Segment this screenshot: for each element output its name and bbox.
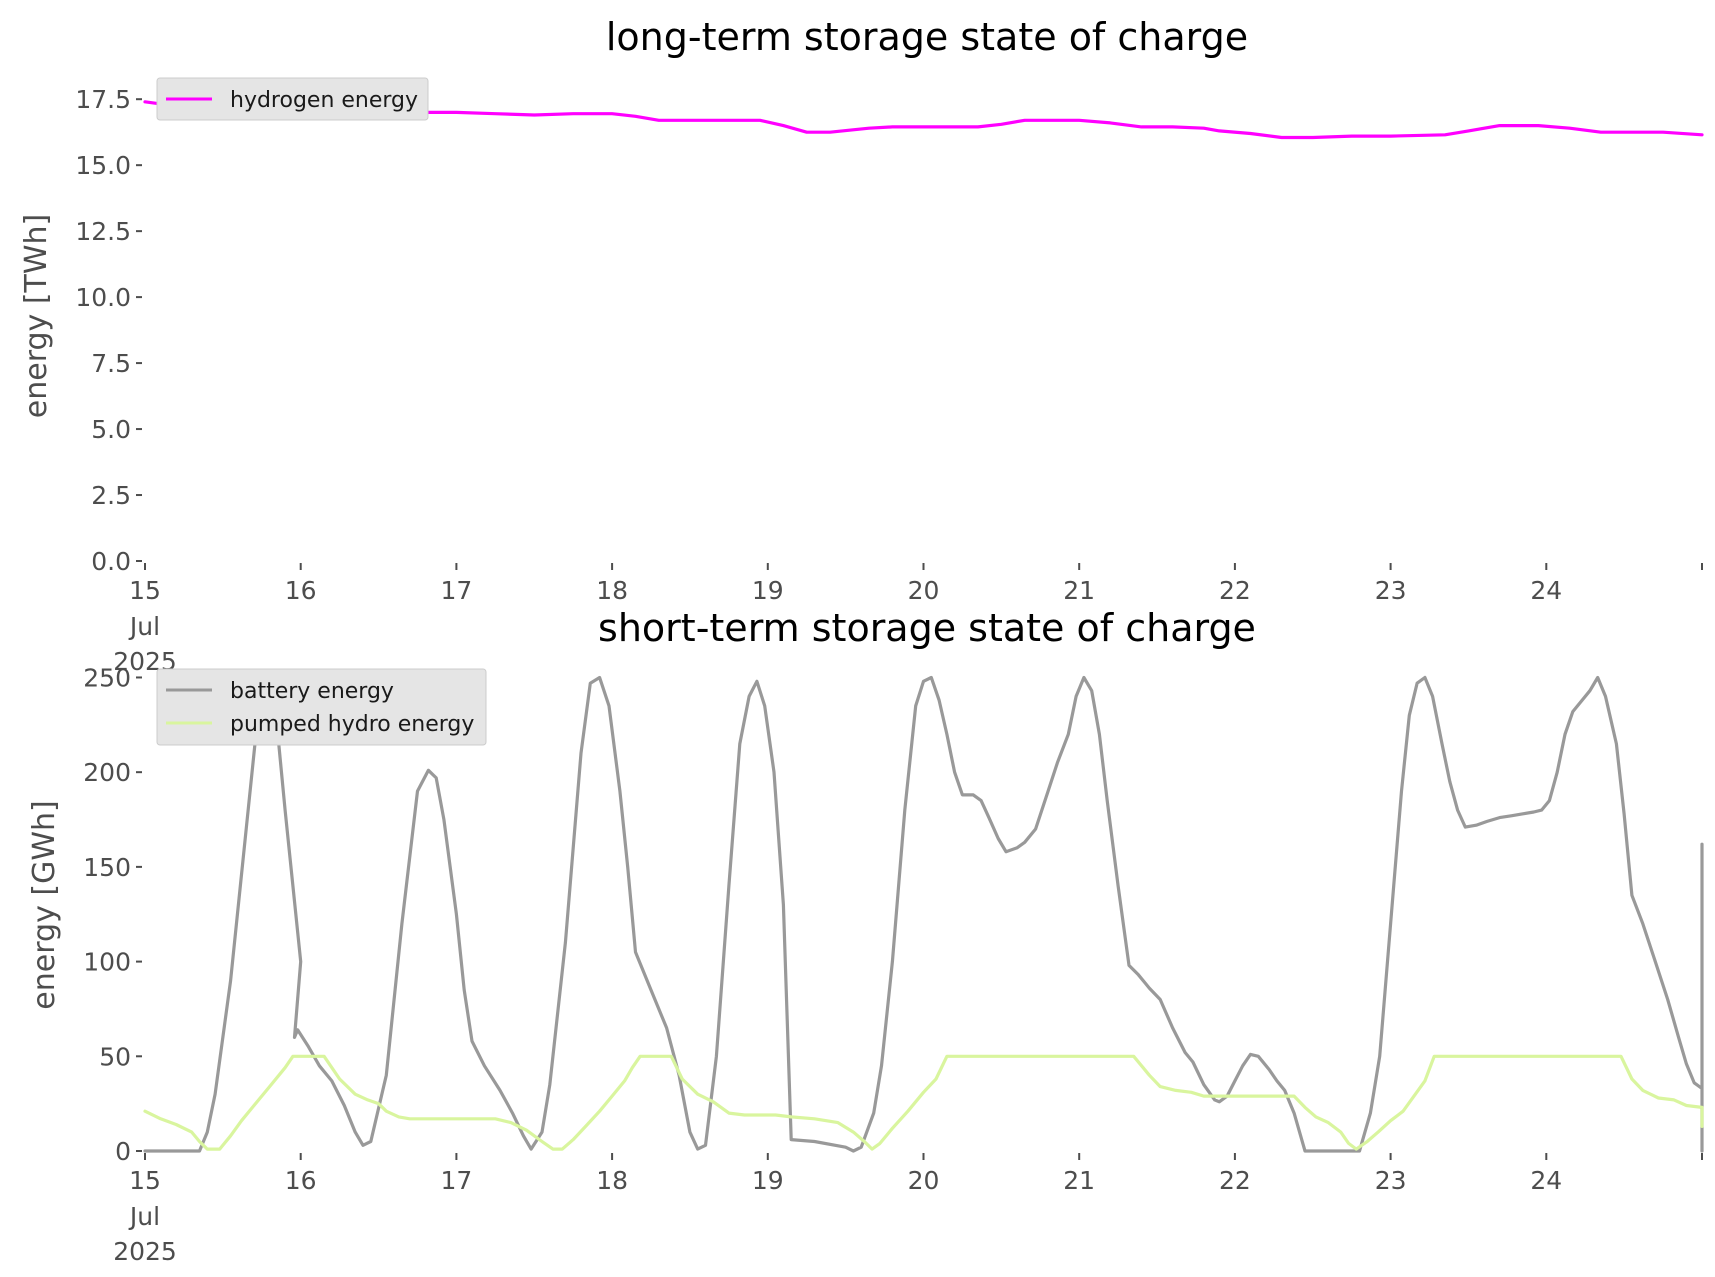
y-tick-label: 10.0 [75, 283, 131, 312]
x-tick-label: 19 [752, 576, 784, 605]
legend-label-hydrogen-energy: hydrogen energy [230, 88, 418, 113]
legend-long-term: hydrogen energy [156, 77, 429, 121]
x-tick-label: 24 [1530, 1166, 1562, 1195]
x-tick-label: 16 [285, 1166, 317, 1195]
x-tick-label: 23 [1375, 576, 1407, 605]
x-tick-label: 24 [1530, 576, 1562, 605]
legend-box [156, 668, 487, 746]
y-tick-label: 150 [83, 853, 131, 882]
legend-box [156, 77, 429, 121]
x-tick-label: 23 [1375, 1166, 1407, 1195]
x-tick-sublabel: Jul [128, 1202, 160, 1231]
x-tick-label: 18 [596, 576, 628, 605]
x-tick-label: 22 [1219, 1166, 1251, 1195]
y-axis-label-long-term: energy [TWh] [19, 214, 54, 418]
y-tick-label: 50 [99, 1042, 131, 1071]
x-tick-label: 15 [129, 576, 161, 605]
legend-label-battery-energy: battery energy [230, 679, 394, 704]
x-tick-label: 19 [752, 1166, 784, 1195]
y-tick-label: 100 [83, 948, 131, 977]
legend-short-term: battery energy pumped hydro energy [156, 668, 487, 746]
y-axis-label-short-term: energy [GWh] [27, 800, 62, 1009]
x-tick-label: 16 [285, 576, 317, 605]
x-tick-sublabel: Jul [128, 612, 160, 641]
x-tick-label: 22 [1219, 576, 1251, 605]
y-tick-label: 200 [83, 758, 131, 787]
y-tick-label: 0 [115, 1137, 131, 1166]
x-tick-label: 20 [908, 576, 940, 605]
x-tick-label: 17 [440, 576, 472, 605]
y-tick-label: 7.5 [91, 349, 131, 378]
series-line-battery-energy [143, 675, 1704, 1153]
y-tick-label: 5.0 [91, 415, 131, 444]
x-tick-label: 20 [908, 1166, 940, 1195]
chart-title-short-term: short-term storage state of charge [598, 606, 1256, 650]
chart-title-long-term: long-term storage state of charge [606, 15, 1248, 59]
y-tick-label: 17.5 [75, 85, 131, 114]
x-tick-label: 21 [1063, 1166, 1095, 1195]
long-term-chart: long-term storage state of charge energy… [19, 15, 1704, 676]
x-tick-label: 21 [1063, 576, 1095, 605]
legend-label-pumped-hydro-energy: pumped hydro energy [230, 712, 474, 737]
y-tick-label: 2.5 [91, 481, 131, 510]
y-tick-label: 250 [83, 663, 131, 692]
x-tick-sublabel: 2025 [113, 1237, 177, 1266]
x-tick-label: 18 [596, 1166, 628, 1195]
y-tick-label: 12.5 [75, 217, 131, 246]
short-term-chart: short-term storage state of charge energ… [27, 606, 1704, 1266]
y-tick-label: 15.0 [75, 151, 131, 180]
x-tick-label: 17 [440, 1166, 472, 1195]
series-line-hydrogen-energy [143, 100, 1704, 140]
series-line-pumped-hydro-energy [143, 1054, 1704, 1151]
x-tick-label: 15 [129, 1166, 161, 1195]
y-tick-label: 0.0 [91, 547, 131, 576]
